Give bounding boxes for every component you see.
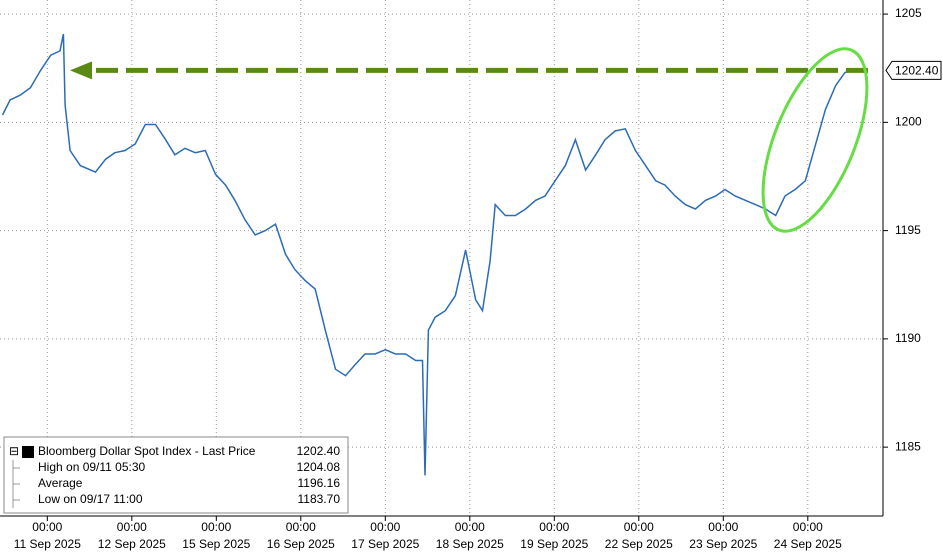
arrow-head bbox=[70, 61, 92, 80]
highlight-ellipse bbox=[761, 47, 869, 233]
legend-box bbox=[3, 436, 349, 514]
last-price-box bbox=[885, 60, 942, 80]
x-tick-label: 00:00 bbox=[32, 520, 62, 534]
x-tick-label: 00:00 bbox=[793, 520, 823, 534]
y-tick-label: 1205 bbox=[895, 6, 922, 20]
legend-value: 1202.40 bbox=[297, 444, 341, 458]
x-tick-date: 22 Sep 2025 bbox=[605, 537, 673, 551]
legend-label: Bloomberg Dollar Spot Index - Last Price bbox=[38, 444, 256, 458]
x-tick-date: 24 Sep 2025 bbox=[774, 537, 842, 551]
legend-value: 1196.16 bbox=[298, 476, 341, 490]
price-line bbox=[1, 33, 853, 476]
x-tick-date: 23 Sep 2025 bbox=[689, 537, 757, 551]
last-price-tag: 1202.40 bbox=[885, 60, 942, 80]
x-tick-label: 00:00 bbox=[286, 520, 316, 534]
x-tick-date: 12 Sep 2025 bbox=[98, 537, 166, 551]
x-tick-date: 18 Sep 2025 bbox=[436, 537, 504, 551]
x-tick-date: 17 Sep 2025 bbox=[351, 537, 419, 551]
legend-label: High on 09/11 05:30 bbox=[38, 460, 146, 474]
y-tick-label: 1185 bbox=[895, 439, 921, 453]
y-tick-label: 1200 bbox=[895, 115, 922, 129]
x-tick-label: 00:00 bbox=[117, 520, 147, 534]
legend: ⊟ Bloomberg Dollar Spot Index - Last Pric… bbox=[3, 436, 349, 514]
last-price-label: 1202.40 bbox=[895, 64, 939, 78]
x-tick-label: 00:00 bbox=[539, 520, 569, 534]
x-tick-date: 15 Sep 2025 bbox=[182, 537, 250, 551]
x-tick-date: 19 Sep 2025 bbox=[520, 537, 588, 551]
legend-label: Average bbox=[38, 476, 83, 490]
x-tick-label: 00:00 bbox=[708, 520, 738, 534]
legend-value: 1204.08 bbox=[297, 460, 341, 474]
legend-icon: ⊟ bbox=[9, 444, 19, 458]
legend-label: Low on 09/17 11:00 bbox=[38, 492, 143, 506]
x-tick-date: 16 Sep 2025 bbox=[267, 537, 335, 551]
y-tick-label: 1195 bbox=[895, 223, 921, 237]
x-tick-label: 00:00 bbox=[624, 520, 654, 534]
x-tick-label: 00:00 bbox=[455, 520, 485, 534]
x-tick-label: 00:00 bbox=[201, 520, 231, 534]
x-tick-label: 00:00 bbox=[370, 520, 400, 534]
x-tick-date: 11 Sep 2025 bbox=[14, 537, 81, 551]
y-tick-label: 1190 bbox=[895, 331, 921, 345]
legend-value: 1183.70 bbox=[298, 492, 341, 506]
legend-swatch bbox=[22, 446, 34, 458]
